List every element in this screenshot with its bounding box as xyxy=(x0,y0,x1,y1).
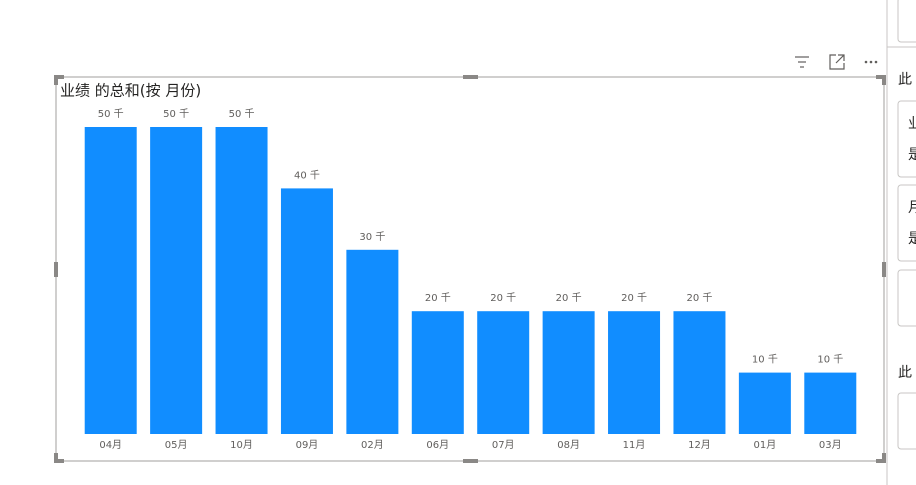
data-label: 20 千 xyxy=(687,292,713,304)
data-label: 20 千 xyxy=(425,292,451,304)
x-tick-label: 08月 xyxy=(557,439,580,451)
x-tick-label: 03月 xyxy=(819,439,842,451)
bar xyxy=(673,311,726,434)
filter-card[interactable] xyxy=(897,100,916,178)
data-label: 30 千 xyxy=(359,231,385,243)
x-tick-label: 01月 xyxy=(754,439,777,451)
data-label: 10 千 xyxy=(817,354,843,366)
plot: 50 千 04月 50 千 05月 50 千 10月 40 千 09月 30 千 02月 20 千 0… xyxy=(84,108,857,451)
x-tick-label: 10月 xyxy=(230,439,253,451)
x-tick-label: 12月 xyxy=(688,439,711,451)
card-text: 月 xyxy=(908,200,916,216)
filter-card[interactable] xyxy=(897,184,916,262)
data-label: 50 千 xyxy=(98,108,124,120)
panel-heading: 此 xyxy=(898,365,912,381)
bar xyxy=(804,372,857,434)
bar xyxy=(738,372,791,434)
x-tick-label: 06月 xyxy=(426,439,449,451)
x-tick-label: 04月 xyxy=(99,439,122,451)
filter-drop-zone[interactable] xyxy=(897,269,916,327)
bar xyxy=(477,311,530,434)
bar xyxy=(608,311,661,434)
bar xyxy=(215,127,268,434)
data-label: 50 千 xyxy=(163,108,189,120)
resize-handles xyxy=(54,75,886,463)
chart-title: 业绩 的总和(按 月份) xyxy=(60,82,201,100)
card-text: 是 xyxy=(908,147,916,163)
focus-icon[interactable] xyxy=(829,54,845,70)
bar xyxy=(346,249,399,434)
card-text: 是 xyxy=(908,231,916,247)
bar xyxy=(84,127,137,434)
data-label: 50 千 xyxy=(229,108,255,120)
panel-heading: 此 xyxy=(898,72,912,88)
data-label: 20 千 xyxy=(621,292,647,304)
card-text: 业 xyxy=(908,116,916,132)
x-tick-label: 09月 xyxy=(296,439,319,451)
search-box[interactable] xyxy=(897,0,916,43)
x-tick-label: 11月 xyxy=(623,439,646,451)
x-tick-label: 07月 xyxy=(492,439,515,451)
more-icon[interactable] xyxy=(864,60,878,64)
bar xyxy=(150,127,203,434)
x-tick-label: 05月 xyxy=(165,439,188,451)
data-label: 20 千 xyxy=(556,292,582,304)
data-label: 20 千 xyxy=(490,292,516,304)
visual-header xyxy=(795,54,878,70)
bar xyxy=(411,311,464,434)
x-tick-label: 02月 xyxy=(361,439,384,451)
data-label: 40 千 xyxy=(294,169,320,181)
filter-drop-zone[interactable] xyxy=(897,392,916,450)
bar xyxy=(280,188,333,434)
bar xyxy=(542,311,595,434)
filter-icon[interactable] xyxy=(795,56,809,68)
data-label: 10 千 xyxy=(752,354,778,366)
